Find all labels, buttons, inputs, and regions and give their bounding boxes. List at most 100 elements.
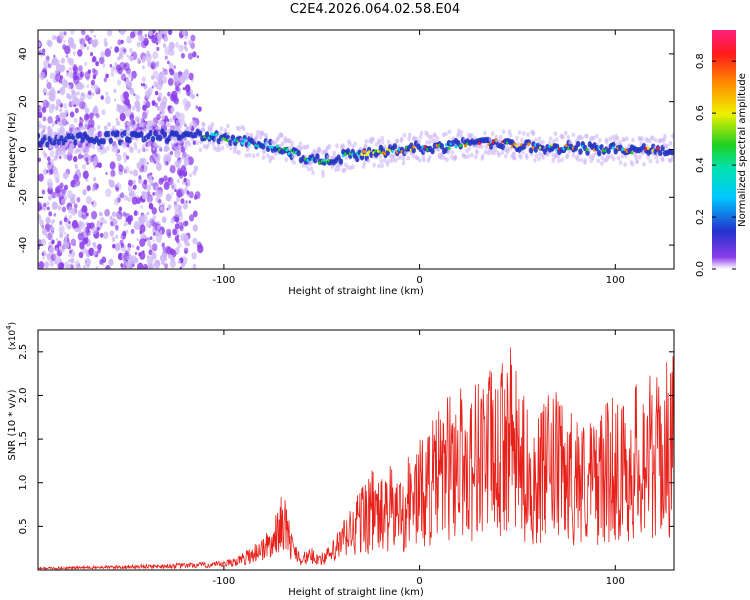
spectrogram-noise-blob — [141, 76, 146, 83]
spectrogram-noise-blob — [134, 100, 141, 109]
spectrogram-noise-blob — [47, 63, 52, 69]
spectrogram-noise-blob — [54, 35, 57, 40]
spectrogram-noise-blob — [134, 251, 138, 256]
spectrogram-halo-blob — [178, 130, 183, 136]
spectrogram-halo-blob — [512, 151, 516, 157]
spectrogram-noise-blob — [99, 216, 105, 225]
spectrogram-noise-blob — [140, 205, 143, 209]
spectrogram-noise-blob — [38, 214, 41, 220]
spectrogram-halo-blob — [383, 144, 387, 150]
spectrogram-halo-blob — [380, 139, 385, 145]
spectrogram-halo-blob — [332, 150, 336, 156]
spectrogram-halo-blob — [42, 150, 46, 156]
spectrogram-peak-blob — [275, 144, 280, 148]
spectrogram-halo-blob — [419, 130, 424, 136]
chart-title: C2E4.2026.064.02.58.E04 — [289, 2, 461, 17]
spectrogram-noise-blob — [164, 46, 171, 56]
spectrogram-halo-blob — [305, 144, 310, 150]
spectrogram-noise-blob — [93, 84, 99, 92]
spectrogram-halo-blob — [54, 144, 58, 150]
spectrogram-halo-blob — [128, 145, 133, 151]
spectrogram-noise-blob — [141, 157, 147, 165]
spectrogram-noise-blob — [179, 266, 182, 269]
spectrogram-noise-blob — [145, 41, 149, 46]
spectrogram-noise-blob — [68, 95, 72, 100]
spectrogram-noise-blob — [142, 55, 146, 61]
spectrogram-halo-blob — [605, 154, 610, 160]
spectrogram-noise-blob — [167, 60, 170, 65]
spectrogram-noise-blob — [65, 54, 69, 58]
spectrogram-noise-blob — [123, 30, 127, 33]
spectrogram-noise-blob — [185, 182, 188, 186]
spectrogram-halo-blob — [653, 137, 658, 143]
spectrogram-halo-blob — [631, 137, 635, 143]
spectrogram-ridge-blob — [658, 149, 663, 157]
spectrogram-noise-blob — [110, 46, 113, 50]
spectrogram-halo-blob — [531, 130, 536, 136]
spectrogram-halo-blob — [178, 118, 183, 124]
spectrogram-peak-blob — [322, 158, 327, 162]
spectrogram-peak-blob — [656, 147, 660, 151]
snr-y-tick-label: 2.5 — [18, 344, 29, 360]
spectrogram-halo-blob — [545, 152, 549, 157]
spectrogram-halo-blob — [408, 132, 412, 138]
spectrogram-halo-blob — [470, 152, 474, 158]
spectrogram-noise-blob — [60, 88, 64, 92]
spectrogram-halo-blob — [287, 145, 292, 151]
spectrogram-noise-blob — [81, 30, 86, 36]
spectrogram-noise-blob — [53, 54, 56, 58]
spectrogram-halo-blob — [343, 167, 347, 173]
spectrogram-halo-blob — [655, 159, 660, 164]
spectrogram-noise-blob — [46, 91, 50, 96]
spectrogram-halo-blob — [255, 133, 259, 139]
spectrogram-halo-blob — [60, 123, 64, 129]
colorbar: 0.0 0.2 0.4 0.6 0.8 Normalized spectral ampl… — [695, 30, 748, 277]
spectrogram-noise-blob — [49, 92, 52, 97]
spectrogram-noise-blob — [47, 195, 52, 201]
spectrogram-halo-blob — [78, 148, 83, 154]
spectrogram-noise-blob — [92, 176, 97, 182]
spectrogram-halo-blob — [377, 163, 381, 169]
spectrogram-halo-blob — [167, 122, 171, 128]
spectrogram-halo-blob — [648, 138, 652, 144]
spectrogram-noise-blob — [62, 171, 69, 180]
spectrogram-halo-blob — [69, 143, 73, 149]
spectrogram-halo-blob — [334, 167, 338, 173]
spectrogram-noise-blob — [78, 221, 83, 227]
spectrogram-noise-blob — [152, 239, 155, 243]
spectrogram-noise-blob — [120, 263, 124, 268]
spectrogram-noise-blob — [49, 72, 55, 80]
spectrogram-noise-blob — [165, 193, 172, 202]
spectrogram-noise-blob — [122, 230, 127, 237]
spectrogram-noise-blob — [100, 95, 104, 100]
spectrogram-noise-blob — [47, 116, 53, 124]
spectrogram-halo-blob — [237, 150, 241, 156]
spectrogram-noise-blob — [169, 259, 176, 268]
spectrogram-noise-blob — [90, 210, 98, 220]
spectrogram-halo-blob — [251, 153, 256, 159]
spectrogram-ridge-blob — [101, 138, 106, 145]
spectrogram-halo-blob — [490, 131, 495, 136]
spectrogram-noise-blob — [119, 239, 124, 246]
spectrogram-y-tick-label: 40 — [18, 48, 29, 61]
spectrogram-noise-blob — [84, 113, 90, 121]
spectrogram-noise-blob — [110, 169, 116, 177]
spectrogram-halo-blob — [372, 162, 377, 168]
spectrogram-noise-blob — [59, 232, 64, 239]
spectrogram-ridge-blob — [315, 153, 320, 160]
spectrogram-noise-blob — [114, 225, 119, 231]
spectrogram-noise-blob — [132, 120, 136, 126]
spectrogram-noise-blob — [161, 216, 167, 224]
spectrogram-noise-blob — [155, 162, 162, 172]
spectrogram-halo-blob — [182, 120, 186, 126]
spectrogram-noise-blob — [175, 196, 180, 203]
spectrogram-noise-blob — [126, 35, 132, 44]
spectrogram-noise-blob — [44, 261, 50, 269]
spectrogram-noise-blob — [138, 175, 142, 180]
spectrogram-noise-blob — [102, 63, 106, 68]
spectrogram-noise-blob — [158, 91, 163, 98]
spectrogram-noise-blob — [105, 172, 108, 175]
spectrogram-noise-blob — [146, 161, 149, 165]
spectrogram-ridge-blob — [430, 147, 435, 155]
spectrogram-noise-blob — [48, 94, 53, 101]
